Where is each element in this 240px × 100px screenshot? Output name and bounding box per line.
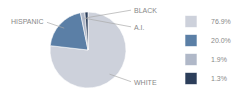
svg-text:1.3%: 1.3% bbox=[211, 75, 227, 82]
svg-text:A.I.: A.I. bbox=[134, 24, 145, 31]
svg-text:1.9%: 1.9% bbox=[211, 56, 227, 63]
svg-text:WHITE: WHITE bbox=[134, 79, 157, 86]
svg-text:BLACK: BLACK bbox=[134, 7, 157, 14]
svg-text:HISPANIC: HISPANIC bbox=[11, 18, 44, 25]
svg-text:76.9%: 76.9% bbox=[211, 18, 231, 25]
svg-text:20.0%: 20.0% bbox=[211, 37, 231, 44]
